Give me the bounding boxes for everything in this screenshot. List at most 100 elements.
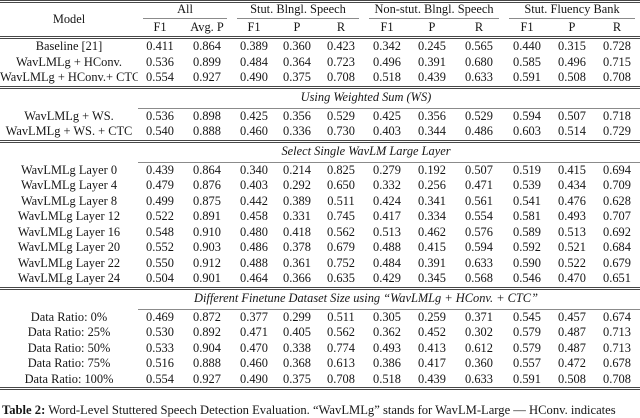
metric-value-cell: 0.594 xyxy=(465,240,493,255)
metric-value-cell: 0.511 xyxy=(327,309,355,324)
metric-value-cell: 0.476 xyxy=(558,193,586,208)
group-header-stut-blngl: Stut. Blngl. Speech xyxy=(232,3,364,19)
metric-value-cell: 0.518 xyxy=(373,371,401,386)
metric-value-cell: 0.565 xyxy=(465,39,493,54)
table-row: Data Ratio: 100% 0.554 0.927 0.490 0.375 0.70… xyxy=(0,372,640,388)
caption-label: Table 2: xyxy=(2,403,46,417)
metric-value-cell: 0.458 xyxy=(240,209,268,224)
metric-value-cell: 0.530 xyxy=(146,325,174,340)
metric-value-cell: 0.424 xyxy=(373,193,401,208)
table-row: WavLMLg + WS. + CTC 0.540 0.888 0.460 0.336 0… xyxy=(0,124,640,140)
metric-value-cell: 0.245 xyxy=(418,39,446,54)
metric-value-cell: 0.315 xyxy=(558,39,586,54)
metric-value-cell: 0.650 xyxy=(327,178,355,193)
metric-value-cell: 0.488 xyxy=(373,240,401,255)
model-name-cell: WavLMLg + HConv.+ CTC xyxy=(0,70,138,85)
metric-value-cell: 0.342 xyxy=(373,39,401,54)
metric-value-cell: 0.875 xyxy=(193,193,221,208)
metric-value-cell: 0.568 xyxy=(465,271,493,286)
column-header-f1: F1 xyxy=(520,20,534,34)
metric-value-cell: 0.713 xyxy=(603,325,631,340)
model-name-cell: Baseline [21] xyxy=(35,39,103,54)
model-name-cell: Data Ratio: 0% xyxy=(30,309,108,324)
metric-value-cell: 0.545 xyxy=(513,309,541,324)
model-name-cell: WavLMLg Layer 24 xyxy=(17,271,121,286)
metric-value-cell: 0.708 xyxy=(603,371,631,386)
metric-value-cell: 0.487 xyxy=(558,340,586,355)
metric-value-cell: 0.912 xyxy=(193,255,221,270)
metric-value-cell: 0.694 xyxy=(603,162,631,177)
section-separator-rule xyxy=(0,139,640,143)
column-header-p: P xyxy=(428,20,436,34)
metric-value-cell: 0.529 xyxy=(465,108,493,123)
metric-value-cell: 0.635 xyxy=(327,271,355,286)
metric-value-cell: 0.504 xyxy=(146,271,174,286)
top-rule xyxy=(0,0,640,3)
table-caption: Table 2: Word-Level Stuttered Speech Det… xyxy=(2,403,638,418)
metric-value-cell: 0.628 xyxy=(603,193,631,208)
metric-value-cell: 0.493 xyxy=(558,209,586,224)
metric-value-cell: 0.377 xyxy=(240,309,268,324)
metric-value-cell: 0.708 xyxy=(603,70,631,85)
group-header-fluency-bank: Stut. Fluency Bank xyxy=(504,3,640,19)
table-row: Baseline [21] 0.411 0.864 0.389 0.360 0.423 0.… xyxy=(0,39,640,55)
metric-value-cell: 0.576 xyxy=(465,224,493,239)
metric-value-cell: 0.462 xyxy=(418,224,446,239)
metric-value-cell: 0.484 xyxy=(373,255,401,270)
metric-value-cell: 0.708 xyxy=(327,371,355,386)
metric-value-cell: 0.403 xyxy=(373,124,401,139)
subheader-row: F1 Avg. P F1 P R F1 P R F1 P R xyxy=(0,19,640,37)
metric-value-cell: 0.864 xyxy=(193,162,221,177)
metric-value-cell: 0.417 xyxy=(373,209,401,224)
metric-value-cell: 0.460 xyxy=(240,356,268,371)
metric-value-cell: 0.425 xyxy=(373,108,401,123)
table-row: WavLMLg + HConv.+ CTC 0.554 0.927 0.490 0.37… xyxy=(0,70,640,86)
metric-value-cell: 0.715 xyxy=(603,54,631,69)
model-name-cell: WavLMLg + WS. xyxy=(24,108,114,123)
metric-value-cell: 0.488 xyxy=(240,255,268,270)
metric-value-cell: 0.356 xyxy=(418,108,446,123)
metric-value-cell: 0.479 xyxy=(146,178,174,193)
metric-value-cell: 0.418 xyxy=(283,224,311,239)
metric-value-cell: 0.361 xyxy=(283,255,311,270)
metric-value-cell: 0.340 xyxy=(240,162,268,177)
metric-value-cell: 0.864 xyxy=(193,39,221,54)
metric-value-cell: 0.590 xyxy=(513,255,541,270)
metric-value-cell: 0.536 xyxy=(146,54,174,69)
column-header-model: Model xyxy=(52,12,86,26)
metric-value-cell: 0.214 xyxy=(283,162,311,177)
model-name-cell: WavLMLg Layer 20 xyxy=(17,240,121,255)
metric-value-cell: 0.334 xyxy=(418,209,446,224)
metric-value-cell: 0.364 xyxy=(283,54,311,69)
column-header-f1: F1 xyxy=(247,20,261,34)
section-separator-rule xyxy=(0,85,640,89)
metric-value-cell: 0.594 xyxy=(513,108,541,123)
metric-value-cell: 0.366 xyxy=(283,271,311,286)
metric-value-cell: 0.486 xyxy=(465,124,493,139)
table-row: WavLMLg Layer 24 0.504 0.901 0.464 0.366 0.63… xyxy=(0,271,640,287)
metric-value-cell: 0.546 xyxy=(513,271,541,286)
metric-value-cell: 0.507 xyxy=(465,162,493,177)
metric-value-cell: 0.674 xyxy=(603,309,631,324)
model-name-cell: WavLMLg Layer 4 xyxy=(20,178,118,193)
table-row: Data Ratio: 50% 0.533 0.904 0.470 0.338 0.774… xyxy=(0,341,640,357)
metric-value-cell: 0.603 xyxy=(513,124,541,139)
metric-value-cell: 0.472 xyxy=(558,356,586,371)
column-header-f1: F1 xyxy=(380,20,394,34)
metric-value-cell: 0.536 xyxy=(146,108,174,123)
metric-value-cell: 0.591 xyxy=(513,70,541,85)
metric-value-cell: 0.745 xyxy=(327,209,355,224)
metric-value-cell: 0.707 xyxy=(603,209,631,224)
metric-value-cell: 0.299 xyxy=(283,309,311,324)
metric-value-cell: 0.332 xyxy=(373,178,401,193)
metric-value-cell: 0.554 xyxy=(465,209,493,224)
section-title-underline xyxy=(0,105,640,109)
metric-value-cell: 0.579 xyxy=(513,340,541,355)
table-header: Model All Stut. Blngl. Speech Non-stut. … xyxy=(0,0,640,39)
section-title: Different Finetune Dataset Size using “W… xyxy=(194,290,538,305)
metric-value-cell: 0.651 xyxy=(603,271,631,286)
model-name-cell: WavLMLg Layer 8 xyxy=(20,193,118,208)
metric-value-cell: 0.375 xyxy=(283,70,311,85)
metric-value-cell: 0.729 xyxy=(603,124,631,139)
